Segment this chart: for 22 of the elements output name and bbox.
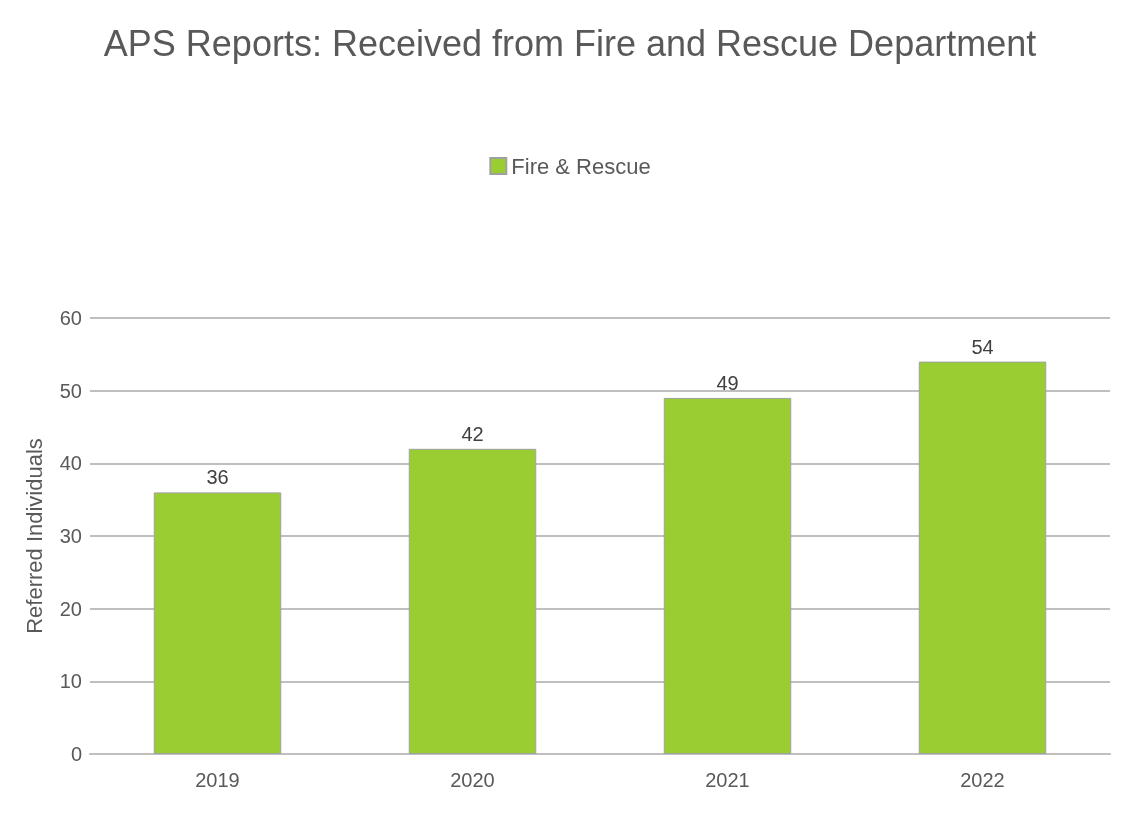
y-tick-label: 20 (59, 597, 82, 620)
y-tick-label: 0 (70, 743, 82, 765)
chart-title: APS Reports: Received from Fire and Rescue Department (103, 22, 1037, 64)
y-tick-label: 10 (59, 670, 82, 693)
y-tick-label: 60 (59, 307, 82, 329)
bar (663, 397, 792, 754)
bar (408, 448, 537, 754)
x-tick-label: 2020 (450, 769, 495, 791)
legend-label: Fire & Rescue (511, 153, 651, 179)
y-tick-label: 50 (59, 379, 82, 402)
y-axis-title: Referred Individuals (21, 438, 47, 634)
data-label: 36 (206, 466, 229, 489)
x-tick-label: 2019 (195, 769, 240, 791)
data-label: 49 (716, 371, 739, 394)
x-tick-label: 2022 (960, 769, 1005, 791)
bar (153, 492, 282, 754)
y-tick-label: 40 (59, 452, 82, 475)
y-tick-label: 30 (59, 525, 82, 547)
data-label: 54 (971, 335, 994, 358)
bar (918, 361, 1047, 754)
data-label: 42 (461, 422, 484, 445)
x-tick-label: 2021 (705, 769, 750, 791)
